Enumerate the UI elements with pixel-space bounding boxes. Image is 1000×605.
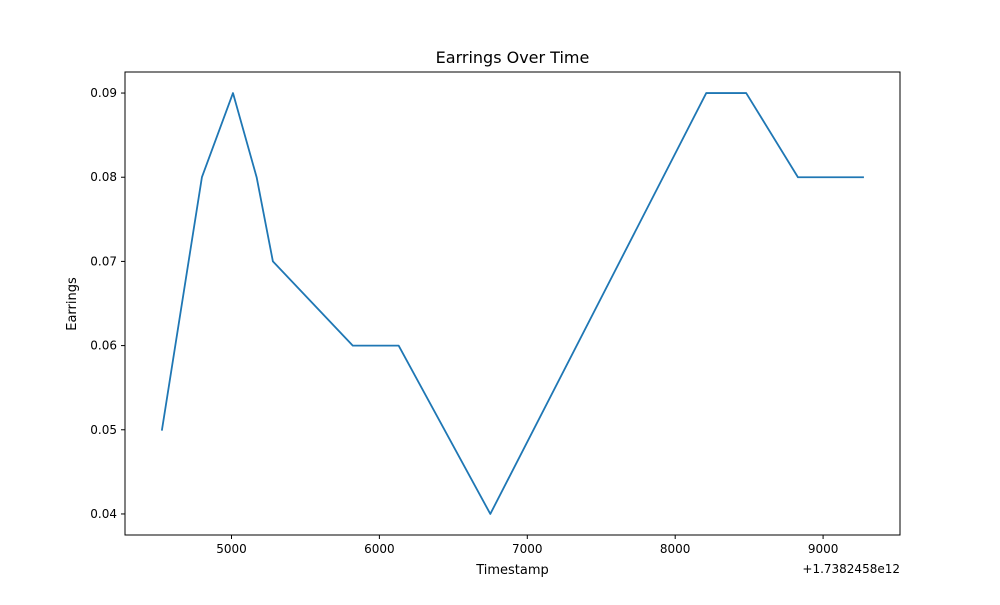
x-tick-label: 5000 xyxy=(216,542,247,556)
y-axis-label: Earrings xyxy=(65,277,80,331)
x-tick-label: 7000 xyxy=(512,542,543,556)
series-line xyxy=(160,92,864,515)
plot-area xyxy=(160,92,864,515)
y-tick-label: 0.04 xyxy=(90,507,117,521)
x-axis-offset-label: +1.7382458e12 xyxy=(802,562,900,576)
y-tick-label: 0.07 xyxy=(90,254,117,268)
y-axis: 0.04 0.05 0.06 0.07 0.08 0.09 xyxy=(90,86,125,521)
plot-frame xyxy=(124,71,901,536)
x-axis: 5000 6000 7000 8000 9000 xyxy=(216,535,838,556)
x-axis-label: Timestamp xyxy=(475,563,549,578)
x-tick-label: 8000 xyxy=(660,542,691,556)
y-tick-label: 0.09 xyxy=(90,86,117,100)
x-tick-label: 6000 xyxy=(364,542,395,556)
y-tick-label: 0.05 xyxy=(90,423,117,437)
y-tick-label: 0.06 xyxy=(90,339,117,353)
chart-title: Earrings Over Time xyxy=(436,48,590,67)
x-tick-label: 9000 xyxy=(808,542,839,556)
y-tick-label: 0.08 xyxy=(90,170,117,184)
